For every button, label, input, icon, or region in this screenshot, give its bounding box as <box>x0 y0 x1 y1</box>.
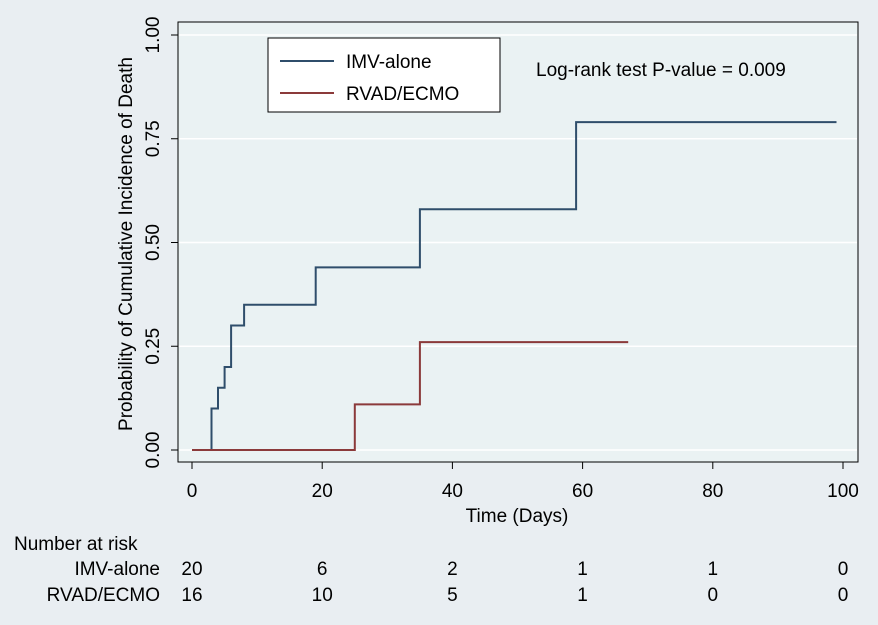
x-tick-label-1: 20 <box>312 481 333 502</box>
legend: IMV-alone RVAD/ECMO <box>267 37 501 113</box>
risk-value: 5 <box>447 585 458 606</box>
x-tick-label-5: 100 <box>827 481 859 502</box>
risk-value: 1 <box>577 585 588 606</box>
risk-value: 0 <box>708 585 719 606</box>
risk-value: 0 <box>838 559 849 580</box>
risk-value: 0 <box>838 585 849 606</box>
legend-label-imv-alone: IMV-alone <box>346 52 432 73</box>
legend-label-rvad-ecmo: RVAD/ECMO <box>346 84 459 105</box>
x-tick-label-3: 60 <box>572 481 593 502</box>
x-tick-label-0: 0 <box>187 481 198 502</box>
x-tick-label-2: 40 <box>442 481 463 502</box>
x-tick-label-4: 80 <box>702 481 723 502</box>
legend-box <box>267 37 501 113</box>
risk-value: 10 <box>312 585 333 606</box>
series-line-imv-alone <box>192 121 837 451</box>
risk-value: 6 <box>317 559 328 580</box>
risk-table-title: Number at risk <box>14 534 138 555</box>
series-group <box>192 121 837 451</box>
logrank-annotation: Log-rank test P-value = 0.009 <box>536 60 786 81</box>
risk-table: Number at risk IMV-alone RVAD/ECMO 20 6 2 1… <box>14 534 848 606</box>
y-tick-label-4: 1.00 <box>143 17 164 54</box>
risk-value: 2 <box>447 559 458 580</box>
risk-value: 1 <box>577 559 588 580</box>
x-axis-label: Time (Days) <box>466 506 569 527</box>
y-tick-label-2: 0.50 <box>143 224 164 261</box>
risk-row-label-rvad-ecmo: RVAD/ECMO <box>47 585 160 606</box>
y-tick-label-0: 0.00 <box>143 432 164 469</box>
y-tick-label-1: 0.25 <box>143 328 164 365</box>
risk-value: 16 <box>181 585 202 606</box>
risk-value: 1 <box>708 559 719 580</box>
risk-value: 20 <box>181 559 202 580</box>
y-tick-label-3: 0.75 <box>143 120 164 157</box>
series-line-rvad-ecmo <box>192 341 629 451</box>
y-axis-label: Probability of Cumulative Incidence of D… <box>116 57 137 431</box>
axes: 0.00 0.25 0.50 0.75 1.00 0 20 40 60 80 100 <box>143 17 859 502</box>
risk-row-label-imv-alone: IMV-alone <box>74 559 160 580</box>
